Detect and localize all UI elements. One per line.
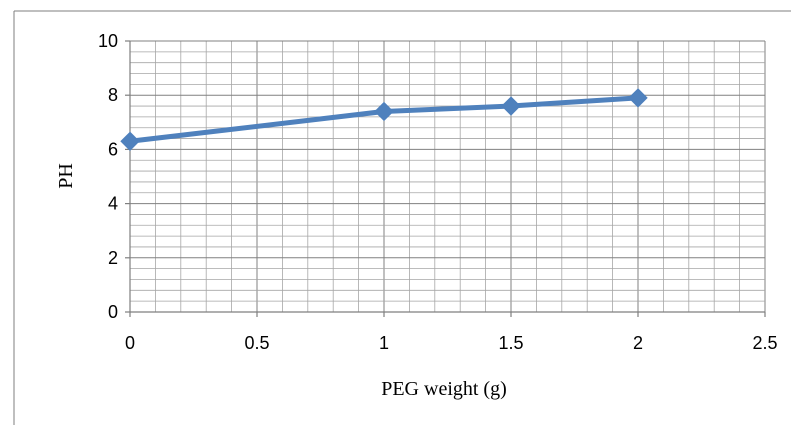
data-point-marker <box>120 131 140 151</box>
axes <box>125 40 766 317</box>
data-point-marker <box>501 96 521 116</box>
grid <box>129 40 766 313</box>
x-tick-label: 2.5 <box>752 333 777 353</box>
y-axis-title: PH <box>55 163 77 189</box>
y-tick-label: 6 <box>108 139 118 159</box>
tick-labels: 0 0.5 1 1.5 2 2.5 0 2 4 6 8 10 <box>98 31 778 353</box>
x-tick-label: 2 <box>633 333 643 353</box>
x-tick-label: 1 <box>379 333 389 353</box>
y-tick-label: 8 <box>108 85 118 105</box>
y-tick-label: 2 <box>108 248 118 268</box>
data-point-marker <box>628 88 648 108</box>
x-tick-label: 0.5 <box>244 333 269 353</box>
x-axis-title: PEG weight (g) <box>381 378 507 400</box>
x-tick-label: 0 <box>125 333 135 353</box>
y-tick-label: 10 <box>98 31 118 51</box>
data-point-marker <box>374 101 394 122</box>
series-line <box>127 95 641 144</box>
y-tick-label: 4 <box>108 194 118 214</box>
y-tick-label: 0 <box>108 302 118 322</box>
series-layer <box>120 88 648 151</box>
x-tick-label: 1.5 <box>498 333 523 353</box>
